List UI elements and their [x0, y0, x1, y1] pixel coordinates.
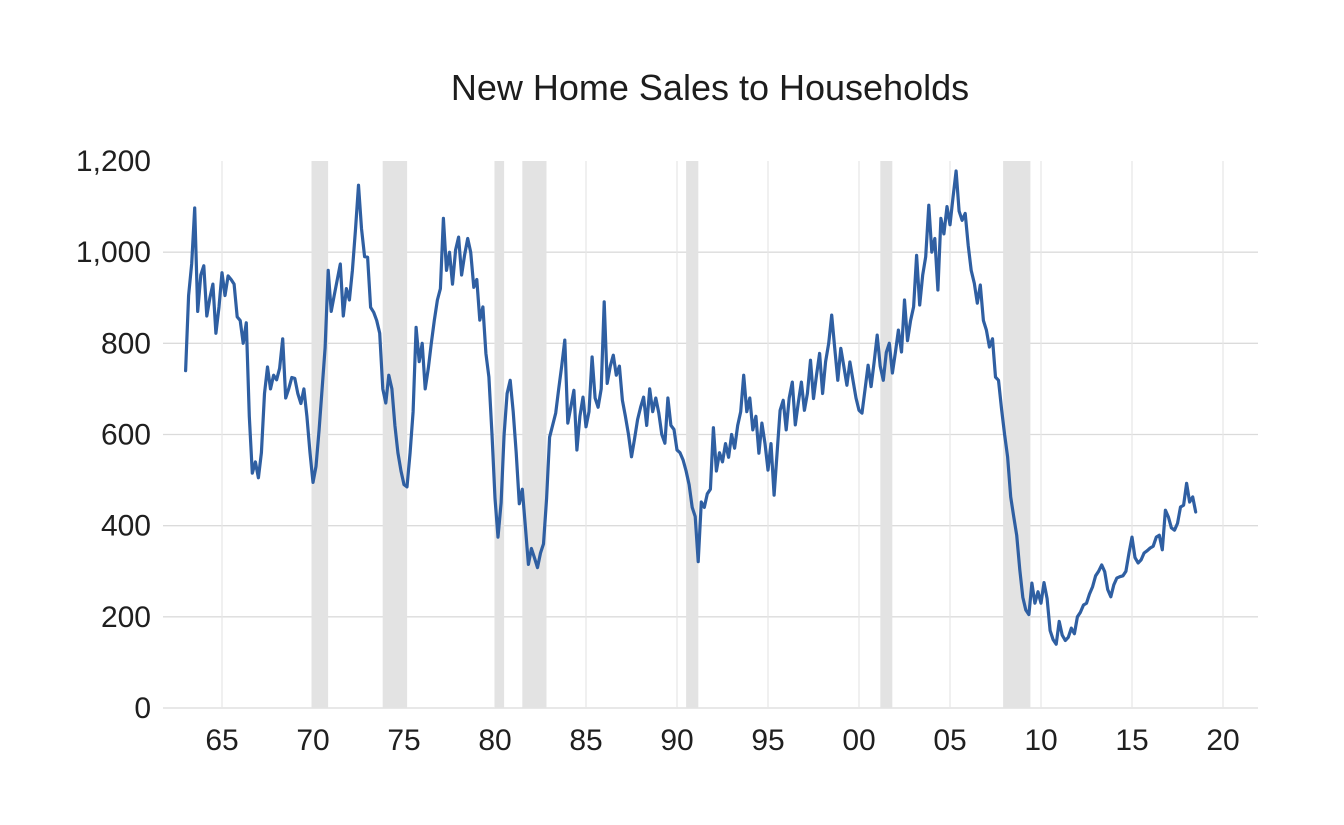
x-tick-label: 00 [842, 724, 875, 757]
y-tick-label: 200 [101, 601, 151, 634]
x-tick-label: 65 [205, 724, 238, 757]
recession-band [1003, 161, 1031, 708]
y-tick-label: 600 [101, 419, 151, 452]
recession-band [495, 161, 505, 708]
x-tick-label: 90 [660, 724, 693, 757]
recession-band [880, 161, 893, 708]
x-axis-tick-labels: 65 70 75 80 85 90 95 00 05 10 15 20 [205, 724, 1239, 757]
horizontal-gridlines [163, 251, 1258, 709]
x-tick-label: 85 [569, 724, 602, 757]
chart-title: New Home Sales to Households [451, 67, 969, 108]
x-tick-label: 20 [1206, 724, 1239, 757]
recession-band [522, 161, 547, 708]
x-tick-label: 70 [296, 724, 329, 757]
recession-band [686, 161, 699, 708]
y-tick-label: 0 [134, 692, 151, 725]
x-tick-label: 10 [1024, 724, 1057, 757]
y-tick-label: 400 [101, 510, 151, 543]
y-tick-label: 1,200 [76, 145, 151, 178]
y-tick-label: 800 [101, 327, 151, 360]
x-tick-label: 75 [387, 724, 420, 757]
y-axis-tick-labels: 0 200 400 600 800 1,000 1,200 [76, 145, 151, 725]
x-tick-label: 80 [478, 724, 511, 757]
y-tick-label: 1,000 [76, 236, 151, 269]
x-tick-label: 05 [933, 724, 966, 757]
x-tick-label: 15 [1115, 724, 1148, 757]
sales-line-series [184, 169, 1198, 646]
x-tick-label: 95 [751, 724, 784, 757]
